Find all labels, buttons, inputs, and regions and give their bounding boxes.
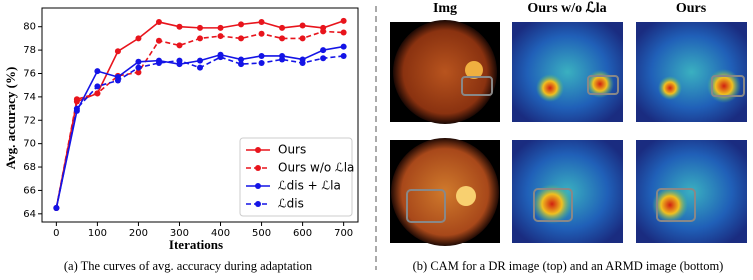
y-tick-label: 64 (23, 209, 36, 220)
point (320, 28, 327, 35)
box (533, 188, 573, 222)
point (217, 33, 224, 40)
hotspot (707, 69, 741, 103)
point (176, 23, 183, 30)
point (176, 42, 183, 49)
point (197, 24, 203, 31)
point (299, 22, 306, 29)
y-tick-label: 68 (23, 162, 36, 173)
x-tick-label: 100 (88, 228, 107, 239)
point (258, 59, 265, 66)
point (135, 64, 142, 71)
box (406, 189, 446, 223)
legend-box (239, 137, 353, 217)
x-axis-label: Iterations (169, 237, 223, 252)
point (155, 59, 162, 66)
point (258, 30, 265, 37)
caption: (b) CAM for a DR image (top) and an ARMD… (413, 259, 724, 273)
legend-marker (255, 165, 261, 171)
image-grid (390, 20, 747, 246)
hotspot (532, 184, 572, 224)
point (238, 21, 245, 28)
point (114, 77, 121, 84)
point (176, 57, 183, 64)
point (94, 68, 101, 75)
legend-marker (255, 183, 261, 189)
point (320, 47, 327, 54)
point (258, 52, 265, 59)
x-tick-label: 400 (211, 228, 230, 239)
legend: Ours Ours w/o ℒla ℒdis + ℒla ℒdis (239, 137, 354, 217)
y-tick-label: 76 (23, 68, 36, 79)
box (711, 75, 745, 97)
point (155, 37, 162, 44)
point (340, 29, 347, 36)
plot-frame (41, 7, 359, 223)
point (320, 55, 327, 62)
box (587, 75, 619, 95)
point (94, 90, 101, 97)
point (340, 52, 347, 59)
point (340, 17, 347, 24)
point (279, 35, 286, 42)
x-tick-label: 600 (293, 228, 312, 239)
hotspot (536, 74, 564, 102)
point (135, 58, 142, 65)
y-tick-label: 80 (23, 22, 36, 33)
legend-marker (255, 147, 261, 153)
box (656, 188, 696, 222)
point (197, 57, 203, 64)
point (258, 19, 265, 26)
point (238, 56, 245, 63)
legend-label: ℒdis (278, 197, 304, 211)
column-header: Ours w/o ℒla (527, 1, 606, 16)
column-header: Img (433, 1, 457, 16)
cam (636, 140, 747, 243)
optic-disc (465, 61, 483, 79)
point (73, 96, 80, 103)
point (155, 19, 162, 26)
point (197, 64, 203, 71)
point (94, 83, 101, 90)
point (197, 35, 203, 42)
fundus (393, 20, 497, 124)
optic-disc (456, 186, 476, 206)
hotspot (652, 187, 688, 223)
point (340, 43, 347, 50)
point (73, 105, 80, 112)
x-tick-label: 500 (252, 228, 271, 239)
point (279, 24, 286, 31)
point (238, 61, 245, 68)
point (114, 48, 121, 55)
y-tick-label: 66 (23, 185, 36, 196)
y-tick-label: 78 (23, 45, 36, 56)
y-tick-label: 72 (23, 115, 36, 126)
legend-label: ℒdis + ℒla (278, 179, 341, 193)
point (299, 35, 306, 42)
point (238, 35, 245, 42)
column-header: Ours (676, 1, 707, 16)
x-tick-label: 300 (170, 228, 189, 239)
y-tick-label: 70 (23, 139, 36, 150)
point (217, 24, 224, 31)
point (53, 204, 60, 211)
x-tick-label: 200 (129, 228, 148, 239)
x-tick-label: 0 (53, 228, 59, 239)
point (217, 54, 224, 61)
point (299, 59, 306, 66)
legend-marker (255, 201, 261, 207)
hotspot (658, 76, 682, 100)
legend-label: Ours (278, 143, 306, 157)
point (135, 35, 142, 42)
x-tick-label: 700 (334, 228, 353, 239)
caption: (a) The curves of avg. accuracy during a… (64, 259, 313, 273)
y-axis-label: Avg. accuracy (%) (3, 67, 18, 170)
point (279, 56, 286, 63)
box (461, 76, 493, 96)
point (135, 69, 142, 76)
legend-label: Ours w/o ℒla (278, 161, 354, 175)
y-tick-label: 74 (23, 92, 36, 103)
